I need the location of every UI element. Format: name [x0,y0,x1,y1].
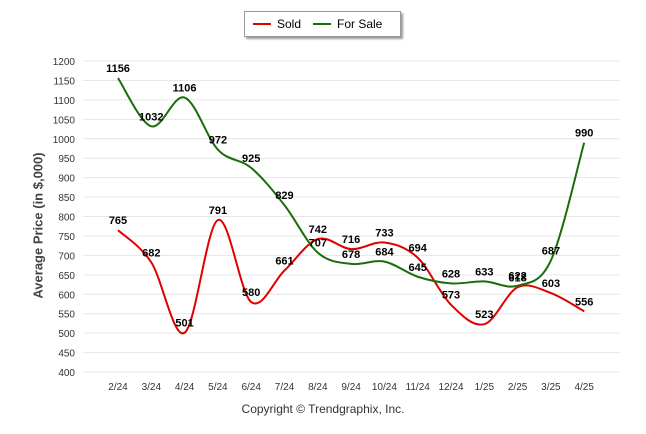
x-tick-label: 8/24 [308,382,328,393]
x-tick-label: 4/24 [175,382,195,393]
data-label: 742 [309,224,327,236]
data-label: 707 [309,238,327,250]
y-tick-label: 500 [58,329,75,340]
data-label: 716 [342,234,360,246]
y-tick-label: 450 [58,349,75,360]
data-label: 633 [475,266,493,278]
x-axis-ticks: 2/24 3/24 4/24 5/24 6/24 7/24 8/24 9/24 10/24 11/… [108,382,594,393]
data-label: 791 [209,205,227,217]
y-tick-label: 400 [58,368,75,379]
y-tick-label: 700 [58,251,75,262]
data-label: 733 [375,228,393,240]
y-tick-label: 900 [58,174,75,185]
data-label: 682 [142,247,160,259]
data-label: 618 [508,272,526,284]
y-tick-label: 550 [58,310,75,321]
y-tick-label: 1050 [53,115,76,126]
data-label: 829 [275,190,293,202]
data-label: 628 [442,268,460,280]
copyright-text: Copyright © Trendgraphix, Inc. [241,402,405,416]
data-label: 925 [242,153,260,165]
y-tick-label: 650 [58,271,75,282]
legend-label-for-sale: For Sale [337,17,383,31]
data-label: 687 [542,245,560,257]
y-tick-label: 600 [58,290,75,301]
y-tick-label: 1000 [53,135,76,146]
x-tick-label: 12/24 [438,382,463,393]
data-label: 603 [542,278,560,290]
x-tick-label: 3/25 [541,382,561,393]
legend-label-sold: Sold [277,17,302,31]
data-label: 684 [375,247,394,259]
x-tick-label: 2/25 [508,382,528,393]
data-label: 1156 [106,63,130,75]
x-tick-label: 11/24 [406,382,431,393]
data-label: 580 [242,287,260,299]
y-tick-label: 950 [58,154,75,165]
legend-swatch-sold [253,23,271,25]
y-tick-label: 750 [58,232,75,243]
y-tick-label: 850 [58,193,75,204]
x-tick-label: 9/24 [341,382,361,393]
legend-swatch-for-sale [313,23,331,25]
data-label: 765 [109,215,127,227]
data-label: 556 [575,296,593,308]
data-label: 573 [442,290,460,302]
y-axis-title: Average Price (in $,000) [30,152,46,299]
x-tick-label: 1/25 [475,382,495,393]
y-tick-label: 1100 [53,96,75,107]
x-tick-label: 2/24 [108,382,128,393]
data-label: 678 [342,249,360,261]
data-label: 501 [175,318,193,330]
x-tick-label: 5/24 [208,382,228,393]
x-tick-label: 7/24 [275,382,295,393]
x-tick-label: 3/24 [142,382,162,393]
series-line-for-sale [117,77,586,288]
x-tick-label: 6/24 [241,382,261,393]
legend-item-sold[interactable]: Sold [253,12,301,36]
x-tick-label: 4/25 [574,382,594,393]
y-tick-label: 1200 [53,57,76,68]
chart-legend: Sold For Sale [244,11,401,37]
legend-item-for-sale[interactable]: For Sale [313,12,382,36]
data-label: 661 [275,256,293,268]
y-tick-label: 800 [58,213,75,224]
y-tick-label: 1150 [53,76,75,87]
data-label: 622 [508,271,526,283]
data-label: 972 [209,135,227,147]
data-label: 990 [575,128,593,140]
x-tick-label: 10/24 [372,382,397,393]
y-axis-ticks: 400 450 500 550 600 650 700 750 800 850 900 950 1000… [53,57,76,379]
data-label: 523 [475,309,493,321]
series-lines [117,77,586,334]
data-label: 1032 [139,111,163,123]
series-line-sold [117,219,585,334]
grid-lines [83,60,620,373]
data-label: 1106 [173,83,197,95]
data-label: 694 [409,243,428,255]
data-label: 645 [409,262,427,274]
